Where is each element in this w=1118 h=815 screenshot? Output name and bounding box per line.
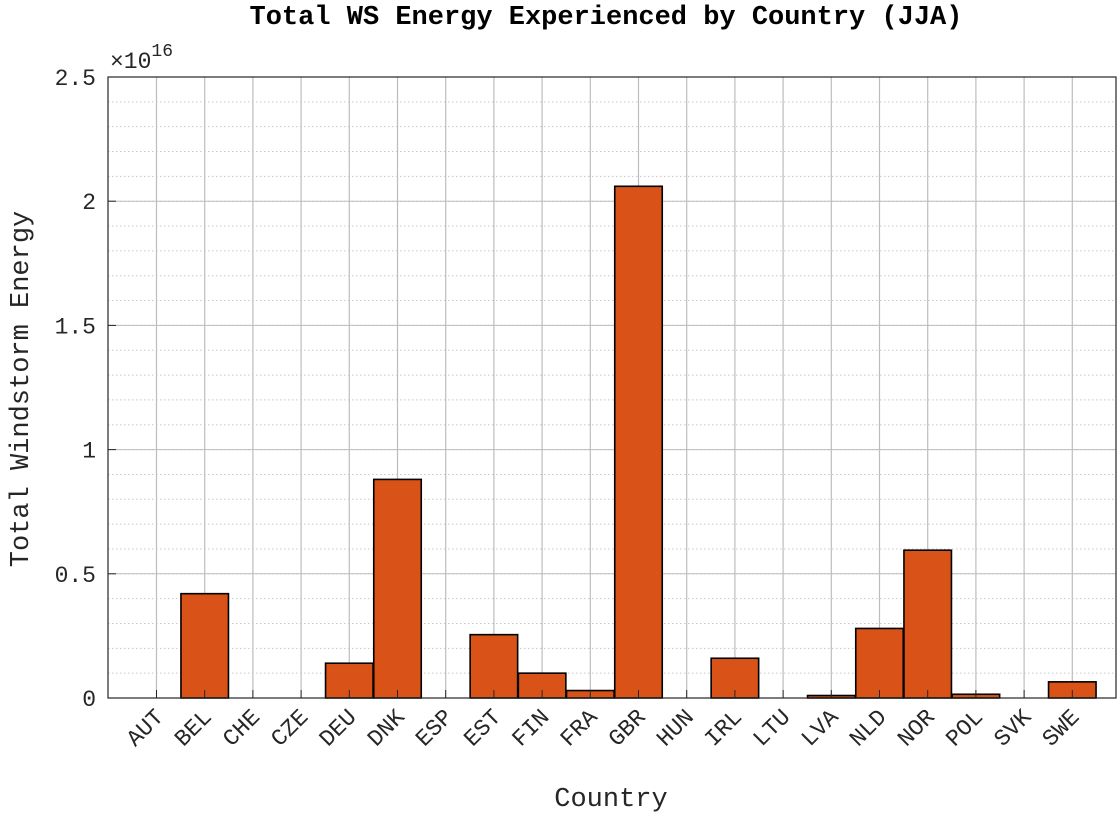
y-tick-label: 0.5	[55, 563, 96, 589]
bar-est	[469, 633, 519, 699]
x-tick-labels: AUT BEL CHE CZE DEU DNK ESP EST FIN FRA GBR HUN IRL L…	[122, 690, 1085, 752]
y-tick-labels: 0 0.5 1 1.5 2 2.5	[55, 66, 116, 713]
y-axis-label: Total Windstorm Energy	[7, 211, 37, 567]
x-tick-label-gbr: GBR	[604, 704, 652, 752]
x-tick-label-che: CHE	[218, 705, 266, 753]
x-tick-label-nld: NLD	[845, 705, 893, 753]
bar-dnk	[372, 478, 423, 699]
x-tick-label-esp: ESP	[411, 705, 459, 753]
x-tick-label-est: EST	[459, 705, 507, 753]
chart-title: Total WS Energy Experienced by Country (…	[250, 3, 963, 33]
x-tick-label-swe: SWE	[1038, 705, 1086, 753]
x-tick-label-svk: SVK	[989, 704, 1037, 752]
x-tick-label-deu: DEU	[315, 705, 363, 753]
y-tick-label: 1	[82, 439, 96, 465]
bar-bel	[180, 592, 230, 699]
grid-layer	[108, 76, 1116, 699]
x-tick-label-pol: POL	[941, 705, 989, 753]
y-tick-label: 1.5	[55, 314, 96, 340]
bar-gbr	[613, 185, 664, 699]
y-tick-label: 0	[82, 687, 96, 713]
y-tick-label: 2.5	[55, 66, 96, 92]
bar-nld	[854, 627, 905, 699]
x-tick-label-irl: IRL	[700, 705, 748, 753]
x-tick-label-hun: HUN	[652, 705, 700, 753]
exponent-base: ×10	[110, 49, 151, 75]
x-tick-label-nor: NOR	[893, 704, 941, 752]
x-tick-label-fra: FRA	[556, 704, 604, 752]
exponent-power: 16	[151, 42, 173, 62]
x-tick-label-cze: CZE	[266, 705, 314, 753]
x-tick-label-ltu: LTU	[748, 705, 796, 753]
axes-box	[107, 76, 1117, 699]
bar-nor	[903, 549, 953, 699]
x-axis-label: Country	[554, 785, 667, 815]
x-tick-label-fin: FIN	[507, 705, 555, 753]
x-tick-label-aut: AUT	[122, 705, 170, 753]
y-tick-label: 2	[82, 190, 96, 216]
x-tick-label-lva: LVA	[797, 704, 845, 752]
x-tick-label-dnk: DNK	[363, 704, 411, 752]
exponent-label: ×1016	[110, 42, 173, 75]
bars-layer	[180, 185, 1097, 699]
x-tick-label-bel: BEL	[170, 705, 218, 753]
